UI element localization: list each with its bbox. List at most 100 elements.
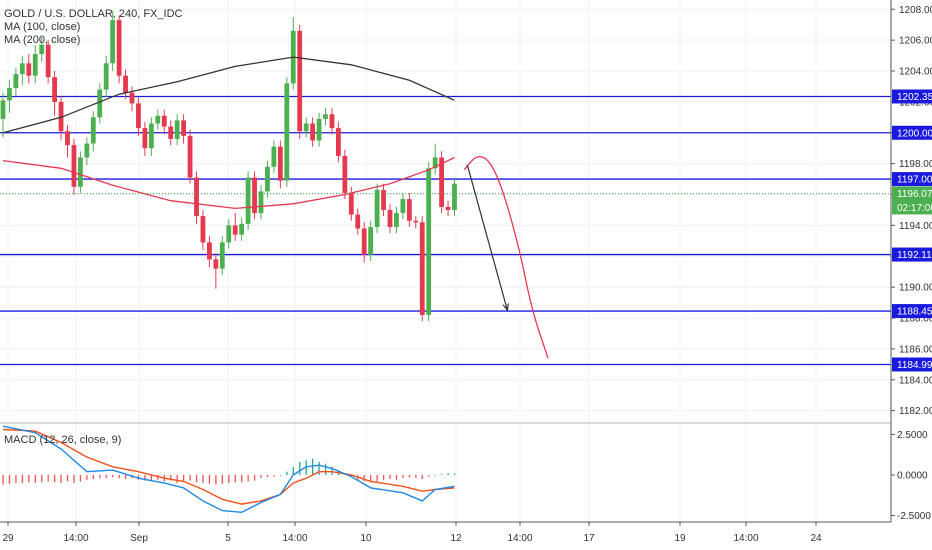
y-tick-label: 1208.00 bbox=[899, 5, 932, 16]
candle-body bbox=[400, 199, 406, 214]
level-tag bbox=[892, 357, 932, 372]
macd-histogram-bar bbox=[15, 474, 17, 484]
y-tick-label: 1186.00 bbox=[899, 344, 932, 355]
candle-body bbox=[19, 63, 25, 75]
macd-histogram-bar bbox=[370, 474, 372, 483]
macd-histogram-bar bbox=[253, 474, 256, 481]
candle-body bbox=[426, 168, 432, 315]
macd-histogram-bar bbox=[54, 474, 56, 483]
level-tag-label: 1202.35 bbox=[897, 92, 932, 103]
level-tag-label: 1188.45 bbox=[897, 307, 932, 318]
last-price-tag bbox=[892, 186, 932, 215]
candle-body bbox=[271, 146, 277, 167]
macd-histogram-bar bbox=[86, 474, 88, 480]
x-tick-label: 14:00 bbox=[507, 533, 532, 544]
macd-legend: MACD (12, 26, close, 9) bbox=[4, 434, 121, 447]
candle-body bbox=[45, 44, 51, 78]
forecast-arrow[interactable] bbox=[466, 165, 509, 312]
candle-body bbox=[155, 115, 161, 124]
candle-body bbox=[226, 225, 232, 243]
macd-histogram-bar bbox=[66, 474, 69, 482]
level-tag-label: 1184.99 bbox=[897, 360, 932, 371]
macd-histogram-bar bbox=[324, 463, 327, 475]
ma200-label[interactable]: MA (200, close) bbox=[4, 34, 81, 46]
macd-histogram-bar bbox=[118, 474, 120, 479]
price-axis-bg bbox=[891, 0, 932, 550]
macd-y-tick-label: -2.5000 bbox=[897, 511, 931, 522]
candle-body bbox=[413, 220, 419, 223]
macd-histogram-bar bbox=[28, 474, 30, 483]
macd-histogram-bar bbox=[402, 474, 404, 479]
macd-histogram-bar bbox=[428, 474, 430, 477]
candle-body bbox=[78, 157, 83, 187]
candle-body bbox=[368, 226, 374, 255]
forecast-curve[interactable] bbox=[463, 155, 549, 359]
x-tick-label: Sep bbox=[130, 533, 148, 544]
macd-line bbox=[2, 425, 455, 514]
level-tag bbox=[892, 304, 932, 319]
candle-body bbox=[84, 143, 90, 158]
macd-histogram-bar bbox=[47, 474, 49, 482]
horizontal-levels[interactable] bbox=[0, 95, 891, 366]
candle-body bbox=[116, 20, 122, 76]
candle-body bbox=[187, 135, 193, 178]
candle-body bbox=[219, 242, 225, 269]
candle-body bbox=[348, 192, 354, 215]
candle-body bbox=[7, 87, 12, 101]
macd-histogram-bar bbox=[266, 474, 269, 478]
x-tick-label: 24 bbox=[810, 533, 822, 544]
level-tag-label: 1200.00 bbox=[897, 128, 932, 139]
main-legend: GOLD / U.S. DOLLAR, 240, FX_IDC MA (100,… bbox=[4, 8, 183, 47]
candle-body bbox=[129, 92, 135, 104]
candle-body bbox=[123, 75, 128, 93]
candle-body bbox=[342, 155, 348, 193]
candle-body bbox=[52, 77, 57, 102]
macd-histogram-bar bbox=[453, 473, 456, 475]
macd-histogram-bar bbox=[92, 474, 94, 479]
x-tick-label: 12 bbox=[450, 533, 462, 544]
candle-body bbox=[90, 117, 96, 144]
macd-histogram-bar bbox=[157, 474, 159, 480]
macd-histogram-bar bbox=[73, 474, 75, 484]
macd-histogram-bar bbox=[2, 474, 4, 485]
level-tag bbox=[892, 89, 932, 104]
y-tick-label: 1194.00 bbox=[899, 221, 932, 232]
y-tick-label: 1188.00 bbox=[899, 314, 932, 325]
candle-body bbox=[213, 259, 219, 269]
macd-histogram-bar bbox=[150, 474, 153, 481]
candle-body bbox=[252, 177, 257, 214]
macd-histogram-bar bbox=[144, 474, 146, 481]
candle-body bbox=[381, 189, 386, 210]
symbol-label[interactable]: GOLD / U.S. DOLLAR, 240, FX_IDC bbox=[4, 8, 183, 20]
macd-histogram-bar bbox=[305, 460, 307, 475]
ma100-line bbox=[2, 56, 455, 134]
level-tag bbox=[892, 172, 932, 187]
level-tag bbox=[892, 247, 932, 262]
level-tag-label: 1192.11 bbox=[897, 250, 932, 261]
macd-label[interactable]: MACD (12, 26, close, 9) bbox=[4, 434, 122, 446]
y-tick-label: 1204.00 bbox=[899, 67, 932, 78]
macd-histogram-bar bbox=[286, 471, 288, 475]
candle-body bbox=[65, 131, 70, 146]
macd-histogram-bar bbox=[41, 474, 43, 483]
ma100-label[interactable]: MA (100, close) bbox=[4, 21, 81, 33]
macd-histogram-bar bbox=[234, 474, 236, 483]
macd-histogram-bar bbox=[215, 474, 217, 485]
candle-body bbox=[58, 101, 64, 132]
candle-body bbox=[265, 166, 270, 192]
candle-body bbox=[232, 225, 238, 235]
y-tick-label: 1182.00 bbox=[899, 406, 932, 417]
macd-histogram-bar bbox=[434, 474, 436, 476]
macd-histogram-bar bbox=[79, 474, 82, 482]
candle-body bbox=[245, 177, 251, 224]
macd-histogram-bar bbox=[228, 474, 230, 484]
candle-body bbox=[277, 146, 283, 181]
level-tag-label: 1197.00 bbox=[897, 175, 932, 186]
macd-histogram-bar bbox=[124, 474, 127, 479]
ma200-line bbox=[2, 156, 455, 210]
macd-histogram-bar bbox=[441, 474, 443, 475]
candle-body bbox=[0, 100, 6, 119]
candle-body bbox=[284, 83, 290, 181]
candle-body bbox=[103, 63, 109, 90]
